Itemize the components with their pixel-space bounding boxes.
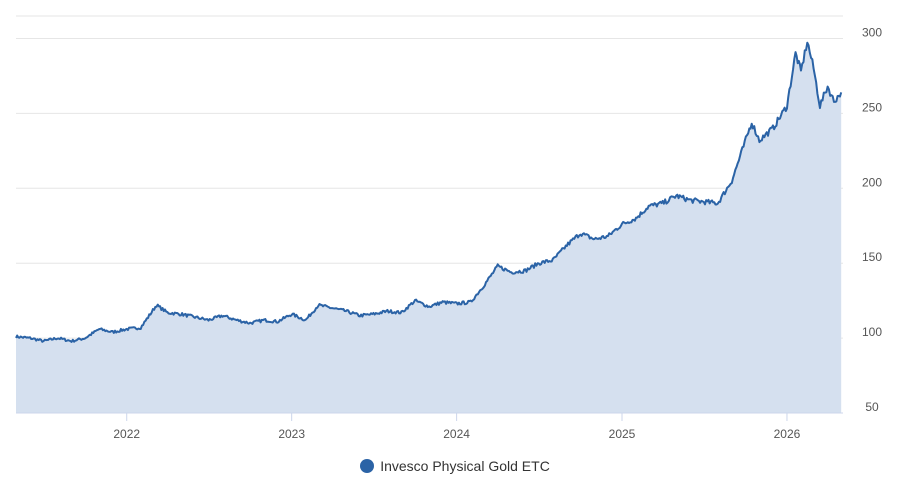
x-tick-label: 2023 [278,427,305,441]
x-axis-ticks: 2022 2023 2024 2025 2026 [113,413,801,441]
y-tick-label: 200 [862,175,882,189]
series-line [15,41,843,343]
legend-marker-icon [360,459,375,473]
y-tick-label: 50 [865,400,879,414]
y-tick-label: 100 [862,325,882,339]
series-area [16,42,842,413]
x-tick-label: 2026 [774,427,801,441]
y-axis-ticks: 50 100 150 200 250 300 [862,25,882,414]
y-tick-label: 250 [862,100,882,114]
y-tick-label: 150 [862,250,882,264]
chart: 2022 2023 2024 2025 2026 50 100 150 200 250 300 [15,15,882,441]
legend[interactable]: Invesco Physical Gold ETC [0,458,910,474]
x-tick-label: 2024 [443,427,470,441]
legend-label: Invesco Physical Gold ETC [380,458,550,474]
y-tick-label: 300 [862,25,882,39]
x-tick-label: 2025 [609,427,636,441]
x-tick-label: 2022 [113,427,140,441]
